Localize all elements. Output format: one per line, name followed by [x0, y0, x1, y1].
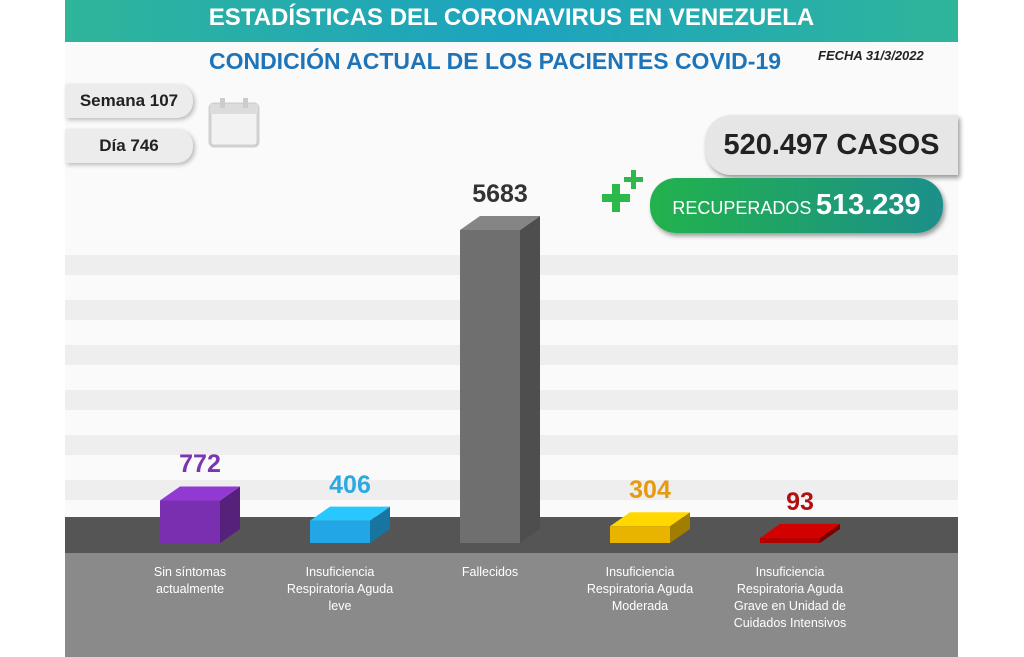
bar [610, 526, 670, 543]
category-label: Insuficiencia Respiratoria Aguda Moderad… [586, 565, 694, 613]
bar [160, 500, 220, 543]
bar-side [220, 486, 240, 543]
bar [760, 537, 820, 543]
bar-top [310, 506, 390, 521]
label-area [65, 553, 958, 657]
recovered-value: 513.239 [815, 189, 921, 221]
cases: 520.497 CASOS [705, 115, 958, 175]
bar-side [520, 216, 540, 543]
value-label: 406 [329, 470, 371, 499]
recovered: RECUPERADOS 513.239 [650, 178, 943, 233]
plus-icon [602, 170, 643, 212]
subtitle: CONDICIÓN ACTUAL DE LOS PACIENTES COVID-… [208, 48, 782, 74]
day: Día 746 [65, 129, 193, 163]
title: ESTADÍSTICAS DEL CORONAVIRUS EN VENEZUEL… [208, 4, 815, 31]
bar-top [460, 216, 540, 230]
calendar-icon [208, 98, 260, 148]
bar-top [760, 523, 840, 538]
bar [310, 520, 370, 543]
value-label: 93 [786, 487, 814, 516]
date: FECHA 31/3/2022 [818, 48, 924, 63]
bar [460, 230, 520, 543]
value-label: 304 [629, 476, 671, 505]
bar-side [370, 506, 390, 543]
bar-side [670, 512, 690, 543]
category-label: Fallecidos [461, 565, 519, 579]
bar-top [160, 486, 240, 501]
category-label: Sin síntomas actualmente [153, 565, 227, 596]
category-label: Insuficiencia Respiratoria Aguda leve [286, 565, 394, 613]
value-label: 5683 [472, 180, 528, 208]
banner [65, 0, 958, 42]
week: Semana 107 [65, 84, 193, 118]
category-label: Insuficiencia Respiratoria Aguda Grave e… [733, 565, 847, 630]
bar-top [610, 512, 690, 527]
value-label: 772 [179, 450, 221, 479]
bar-side [820, 523, 840, 543]
recovered-label: RECUPERADOS [672, 198, 812, 218]
